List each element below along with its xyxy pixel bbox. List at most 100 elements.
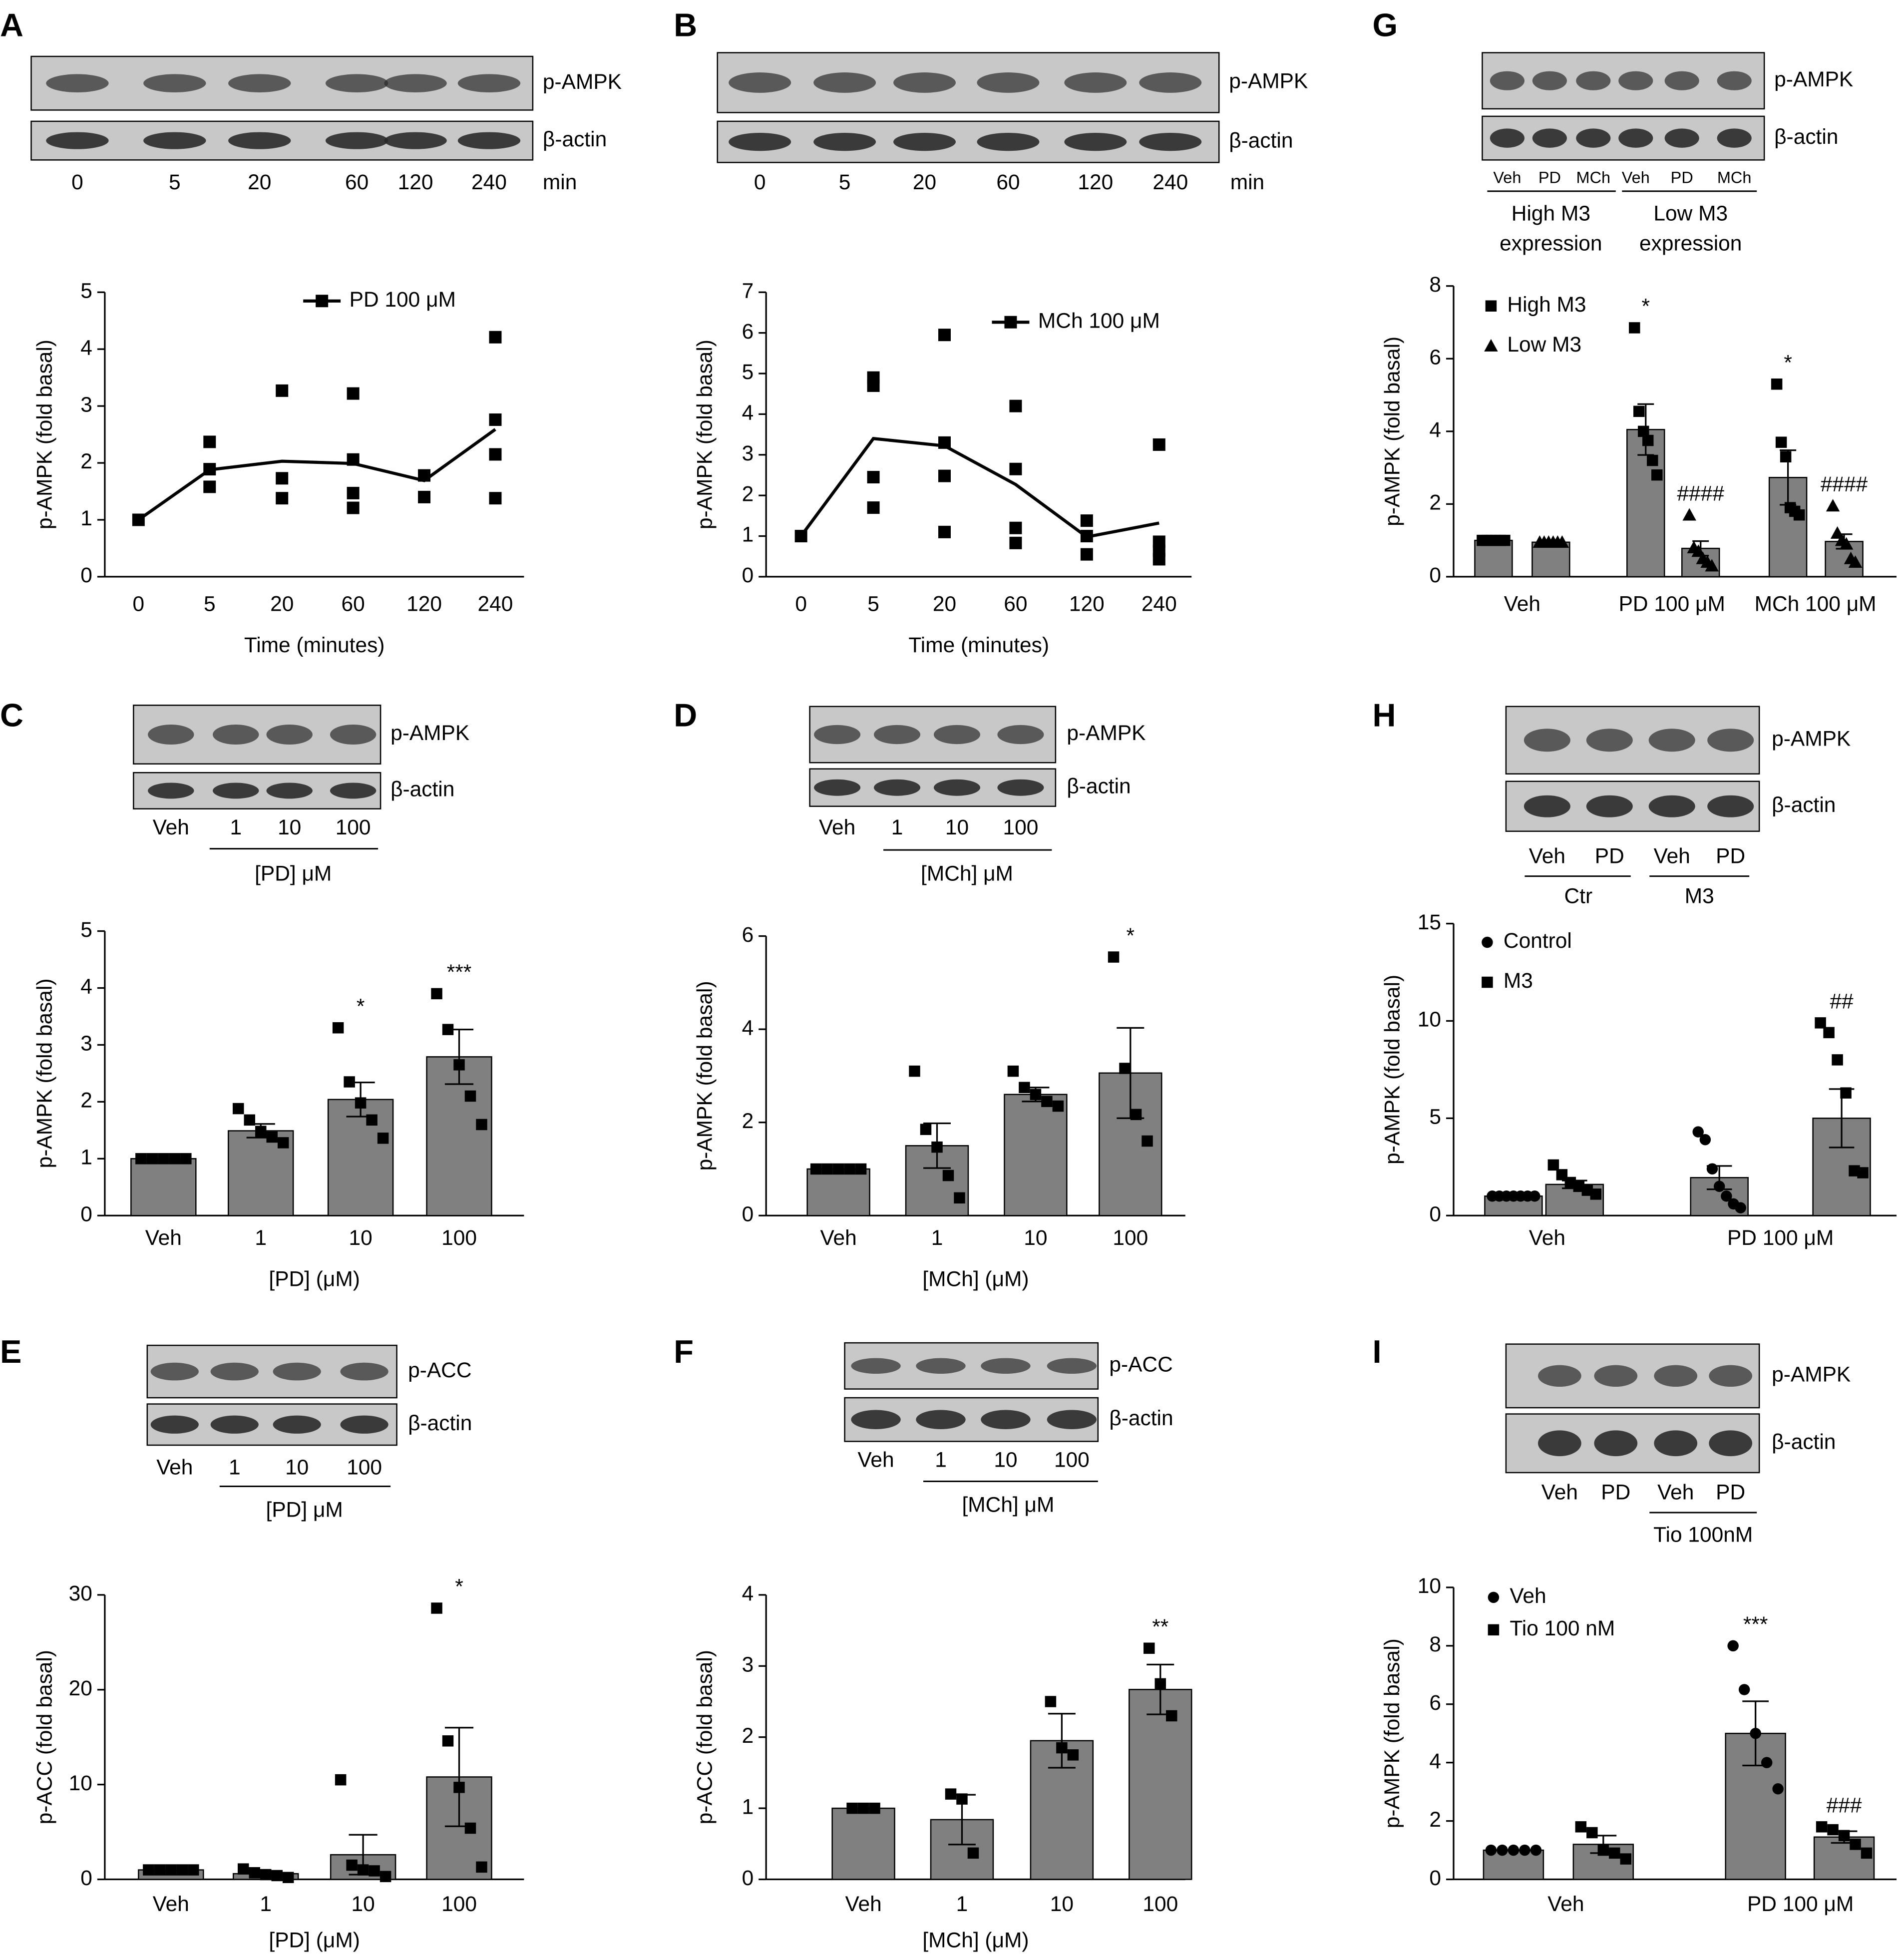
- blot-band: [893, 72, 956, 93]
- y-axis-title: p-ACC (fold basal): [693, 1650, 716, 1824]
- y-tick-label: 2: [742, 1724, 754, 1747]
- blot-band: [1490, 128, 1524, 148]
- point: [1045, 1696, 1057, 1707]
- point: [1629, 322, 1640, 334]
- error-bar: [346, 1082, 375, 1118]
- point: [277, 1137, 289, 1149]
- blot-band: [213, 725, 259, 745]
- blot-band: [210, 1415, 259, 1434]
- group-label: Ctr: [1564, 884, 1593, 907]
- x-tick-label: 20: [270, 592, 294, 616]
- legend-marker: [1488, 1591, 1500, 1603]
- point: [920, 1124, 932, 1135]
- blot-band: [1717, 71, 1752, 90]
- y-tick-label: 6: [1429, 1691, 1441, 1714]
- bar: [130, 1158, 197, 1216]
- blot-band: [1490, 71, 1524, 90]
- y-tick-label: 4: [742, 1581, 754, 1605]
- y-tick-label: 1: [742, 1795, 754, 1818]
- blot-band: [325, 132, 388, 149]
- y-tick-label: 2: [742, 1109, 754, 1133]
- point: [347, 387, 360, 400]
- y-tick-label: 0: [742, 1866, 754, 1890]
- point: [1590, 1188, 1602, 1200]
- blot-row-label: β-actin: [1067, 774, 1131, 797]
- panel-letter: A: [0, 7, 23, 43]
- legend-label: MCh 100 μM: [1038, 309, 1160, 332]
- y-tick-label: 2: [80, 449, 92, 473]
- y-tick-label: 1: [80, 506, 92, 530]
- x-tick-label: PD 100 μM: [1619, 592, 1725, 616]
- blot-band: [1664, 71, 1699, 90]
- x-tick-label: Veh: [145, 1226, 182, 1249]
- lane-label: Veh: [1622, 168, 1650, 186]
- y-tick-label: 4: [1429, 418, 1441, 441]
- point: [203, 480, 216, 493]
- blot-band: [1707, 795, 1754, 817]
- y-tick-label: 0: [80, 563, 92, 587]
- y-axis-title: p-AMPK (fold basal): [33, 978, 56, 1168]
- point: [1108, 951, 1120, 963]
- point: [1573, 1180, 1585, 1192]
- x-tick-label: 10: [1024, 1226, 1047, 1249]
- point: [464, 1822, 476, 1834]
- lane-label: Veh: [1529, 844, 1565, 867]
- blot-band: [46, 74, 109, 92]
- y-tick-label: 1: [742, 523, 754, 546]
- lane-label: PD: [1538, 168, 1561, 186]
- point: [1839, 537, 1854, 550]
- point: [282, 1872, 294, 1883]
- point: [1699, 1134, 1711, 1146]
- point: [380, 1871, 391, 1883]
- point: [347, 501, 360, 514]
- point: [1620, 1853, 1632, 1865]
- x-tick-label: 1: [931, 1226, 943, 1249]
- lane-label: PD: [1671, 168, 1693, 186]
- y-tick-label: 30: [69, 1581, 92, 1605]
- y-tick-label: 4: [1429, 1749, 1441, 1773]
- blot-band: [1618, 128, 1653, 148]
- legend-marker: [1485, 300, 1497, 312]
- point: [1761, 1757, 1773, 1768]
- blot-band: [340, 1415, 388, 1434]
- error-bar: [444, 1029, 474, 1085]
- lane-label: 10: [278, 815, 301, 839]
- lane-label: 0: [71, 170, 83, 194]
- point: [347, 453, 360, 466]
- y-tick-label: 0: [742, 563, 754, 587]
- lane-label: Veh: [1541, 1481, 1578, 1504]
- blot-band: [1576, 71, 1611, 90]
- point: [938, 525, 951, 538]
- point: [1647, 454, 1658, 466]
- x-tick-label: 5: [867, 592, 879, 616]
- point: [489, 448, 502, 461]
- blot-band: [330, 725, 377, 745]
- blot-band: [813, 72, 876, 93]
- y-axis-title: p-AMPK (fold basal): [1380, 337, 1404, 526]
- blot-row-label: β-actin: [1774, 125, 1838, 148]
- point: [1772, 1783, 1784, 1795]
- x-tick-label: 240: [478, 592, 513, 616]
- point: [431, 988, 442, 1000]
- point: [1485, 1844, 1497, 1856]
- y-tick-label: 6: [742, 923, 754, 946]
- point: [1080, 530, 1093, 543]
- error-bar: [1692, 540, 1709, 557]
- error-bar: [1780, 449, 1797, 506]
- lane-label: PD: [1716, 844, 1745, 867]
- point: [1832, 1054, 1843, 1066]
- significance-label: *: [357, 994, 365, 1018]
- point: [1130, 1109, 1142, 1121]
- y-tick-label: 0: [742, 1202, 754, 1225]
- y-tick-label: 20: [69, 1676, 92, 1700]
- significance-label: *: [455, 1575, 463, 1598]
- significance-label: *: [1642, 295, 1650, 318]
- x-tick-label: 100: [1142, 1892, 1178, 1916]
- blot-row-label: β-actin: [1229, 128, 1293, 152]
- legend-marker: [1482, 936, 1493, 948]
- point: [1080, 548, 1093, 561]
- point: [1499, 534, 1511, 546]
- blot-band: [977, 132, 1040, 151]
- group-label: M3: [1685, 884, 1714, 907]
- point: [1827, 1824, 1839, 1836]
